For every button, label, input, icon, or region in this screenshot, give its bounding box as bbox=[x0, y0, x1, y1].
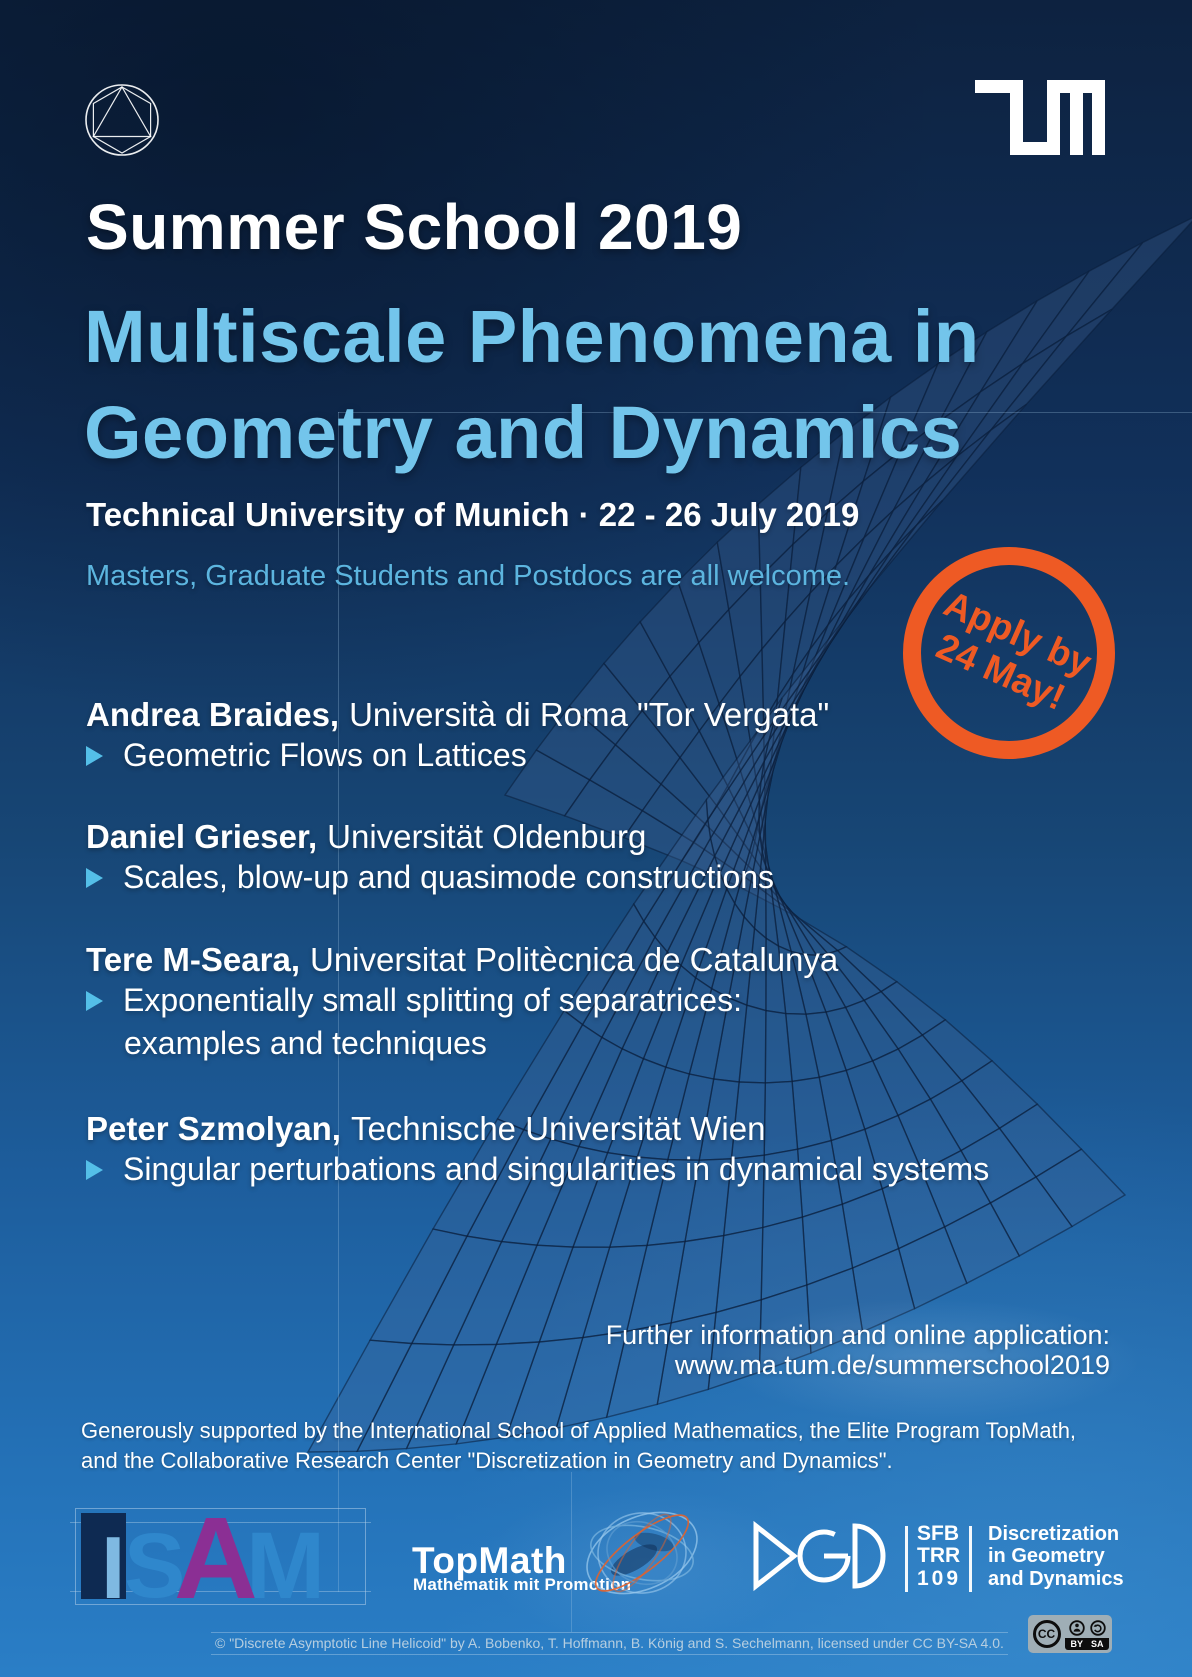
speaker-2-talk-title: Scales, blow-up and quasimode constructi… bbox=[123, 859, 775, 895]
speaker-2-talk: Scales, blow-up and quasimode constructi… bbox=[86, 859, 774, 896]
speaker-2-affiliation: Universität Oldenburg bbox=[327, 818, 647, 855]
event-name: Summer School 2019 bbox=[86, 191, 743, 263]
speaker-1-line: Andrea Braides, Università di Roma "Tor V… bbox=[86, 696, 829, 734]
dgd-logo-icon bbox=[753, 1520, 886, 1592]
dgd-name-label: Discretization in Geometry and Dynamics bbox=[988, 1523, 1124, 1590]
speaker-4-line: Peter Szmolyan, Technische Universität Wi… bbox=[86, 1110, 765, 1148]
supported-by-text: Generously supported by the Internationa… bbox=[81, 1416, 1076, 1476]
speaker-3-affiliation: Universitat Politècnica de Catalunya bbox=[309, 941, 839, 978]
109-line: 109 bbox=[917, 1566, 962, 1590]
bullet-triangle-icon bbox=[86, 1159, 103, 1180]
speaker-4-talk-title: Singular perturbations and singularities… bbox=[123, 1151, 990, 1187]
sfb-line: SFB bbox=[917, 1522, 959, 1545]
speaker-2-line: Daniel Grieser, Universität Oldenburg bbox=[86, 818, 646, 856]
isam-frame-line bbox=[70, 1591, 371, 1592]
sa-arrow-icon bbox=[1089, 1620, 1106, 1636]
speaker-3-talk-title-line1: Exponentially small splitting of separat… bbox=[123, 982, 742, 1018]
application-url-link[interactable]: www.ma.tum.de/summerschool2019 bbox=[674, 1350, 1110, 1380]
construction-line-horizontal bbox=[338, 412, 1192, 413]
poster-title-line2: Geometry and Dynamics bbox=[84, 391, 963, 474]
speaker-3-talk-title-line2: examples and techniques bbox=[124, 1025, 487, 1061]
dgd-name-line3: and Dynamics bbox=[988, 1567, 1124, 1590]
supported-by-line1: Generously supported by the Internationa… bbox=[81, 1418, 1077, 1443]
polyhedron-logo-icon bbox=[85, 84, 159, 156]
isam-frame-line bbox=[70, 1522, 371, 1523]
supported-by-line2: and the Collaborative Research Center "D… bbox=[81, 1448, 893, 1473]
cc-icon: CC bbox=[1031, 1618, 1062, 1649]
speaker-4-talk: Singular perturbations and singularities… bbox=[86, 1151, 989, 1188]
sa-label: SA bbox=[1091, 1638, 1104, 1649]
dgd-name-line2: in Geometry bbox=[988, 1545, 1105, 1568]
welcome-line: Masters, Graduate Students and Postdocs … bbox=[86, 560, 851, 592]
topmath-logo-name: TopMath bbox=[412, 1540, 567, 1581]
isam-letter-s: S bbox=[124, 1515, 186, 1618]
speaker-1-talk: Geometric Flows on Lattices bbox=[86, 737, 527, 774]
speaker-1-affiliation: Università di Roma "Tor Vergata" bbox=[349, 696, 830, 733]
speaker-4-affiliation: Technische Universität Wien bbox=[350, 1110, 766, 1147]
further-info-label: Further information and online applicati… bbox=[605, 1320, 1110, 1350]
isam-dark-block bbox=[81, 1513, 126, 1599]
venue-and-date: Technical University of Munich · 22 - 26… bbox=[86, 496, 860, 533]
isam-letter-m: M bbox=[246, 1512, 326, 1619]
poster-title-line1: Multiscale Phenomena in bbox=[84, 295, 980, 378]
topmath-logo-subtitle: Mathematik mit Promotion bbox=[413, 1575, 632, 1594]
speaker-1-name: Andrea Braides, bbox=[86, 696, 340, 733]
bullet-triangle-icon bbox=[86, 990, 103, 1011]
topmath-sphere-icon bbox=[586, 1511, 698, 1595]
image-credit-line: © "Discrete Asymptotic Line Helicoid" by… bbox=[211, 1632, 1008, 1655]
dgd-name-line1: Discretization bbox=[988, 1523, 1120, 1545]
by-person-icon bbox=[1068, 1620, 1085, 1636]
by-label: BY bbox=[1070, 1638, 1083, 1649]
sfb-trr-109-label: SFB TRR 109 bbox=[917, 1522, 962, 1590]
speaker-3-name: Tere M-Seara, bbox=[86, 941, 300, 978]
cc-license-badge: CC BY SA bbox=[1028, 1615, 1112, 1653]
dgd-divider-bar bbox=[905, 1526, 908, 1592]
tum-logo bbox=[975, 80, 1105, 155]
isam-letter-i: I bbox=[101, 1518, 126, 1618]
construction-line-vertical bbox=[338, 412, 339, 1592]
isam-letter-a: A bbox=[174, 1492, 258, 1623]
speaker-2-name: Daniel Grieser, bbox=[86, 818, 318, 855]
dgd-divider-bar bbox=[969, 1526, 972, 1592]
isam-logo: I S A M bbox=[70, 1492, 371, 1623]
speaker-4-name: Peter Szmolyan, bbox=[86, 1110, 341, 1147]
speaker-3-talk: Exponentially small splitting of separat… bbox=[86, 982, 742, 1019]
further-information: Further information and online applicati… bbox=[606, 1320, 1110, 1380]
bullet-triangle-icon bbox=[86, 867, 103, 888]
trr-line: TRR bbox=[917, 1544, 961, 1568]
speaker-1-talk-title: Geometric Flows on Lattices bbox=[123, 737, 527, 773]
construction-line-vertical-2 bbox=[571, 1472, 572, 1632]
speaker-3-line: Tere M-Seara, Universitat Politècnica de … bbox=[86, 941, 838, 979]
apply-deadline-text: Apply by 24 May! bbox=[921, 583, 1097, 723]
apply-deadline-badge: Apply by 24 May! bbox=[903, 547, 1115, 759]
bullet-triangle-icon bbox=[86, 745, 103, 766]
